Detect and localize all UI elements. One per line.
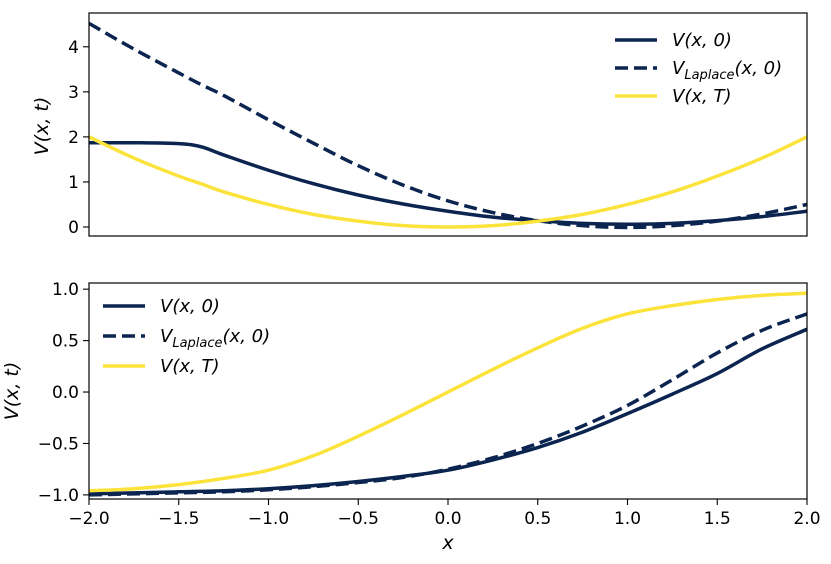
legend-args: (x, T) (172, 356, 219, 377)
y-tick-label: 2 (68, 128, 79, 148)
y-tick-label: 0.0 (52, 383, 79, 403)
series-line-initial (89, 140, 807, 227)
x-tick-label: 2.0 (793, 509, 820, 529)
legend: V(x, 0)VLaplace(x, 0)V(x, T) (615, 30, 782, 107)
x-tick-label: 1.5 (704, 509, 731, 529)
y-axis-label: V(x, t) (1, 362, 23, 421)
series-line-laplace (89, 312, 807, 497)
legend-symbol: V (672, 58, 686, 79)
series-group (89, 291, 807, 497)
legend-args: (x, 0) (684, 30, 732, 51)
y-tick-label: 1.0 (52, 280, 79, 300)
legend-args: (x, 0) (735, 58, 783, 79)
legend-subscript: Laplace (684, 68, 734, 83)
y-tick-label: −0.5 (38, 434, 79, 454)
x-tick-label: 0.0 (434, 509, 461, 529)
y-tick-label: 0 (68, 218, 79, 238)
x-tick-label: 0.5 (524, 509, 551, 529)
x-tick-label: −1.5 (158, 509, 199, 529)
legend-label: V(x, T) (672, 86, 731, 107)
legend-symbol: V (160, 326, 174, 347)
legend-label: VLaplace(x, 0) (672, 58, 782, 83)
plot-frame (88, 12, 808, 237)
x-tick-label: 1.0 (614, 509, 641, 529)
legend: V(x, 0)VLaplace(x, 0)V(x, T) (103, 296, 270, 377)
legend-args: (x, 0) (172, 296, 220, 317)
legend-args: (x, 0) (223, 326, 271, 347)
legend-args: (x, T) (684, 86, 731, 107)
y-axis-label: V(x, t) (31, 97, 53, 156)
x-tick-label: −1.0 (248, 509, 289, 529)
x-tick-label: −0.5 (338, 509, 379, 529)
y-tick-label: 3 (68, 83, 79, 103)
y-tick-label: 1 (68, 173, 79, 193)
series-line-final (89, 291, 807, 493)
series-line-final (89, 135, 807, 229)
legend-label: V(x, T) (160, 356, 219, 377)
series-line-initial (89, 327, 807, 496)
series-line-laplace (89, 21, 807, 230)
legend-label: VLaplace(x, 0) (160, 326, 270, 351)
x-axis-label: x (441, 532, 454, 554)
legend-symbol: V (672, 86, 686, 107)
legend-subscript: Laplace (172, 336, 222, 351)
y-tick-label: 0.5 (52, 332, 79, 352)
legend-symbol: V (160, 296, 174, 317)
legend-symbol: V (672, 30, 686, 51)
legend-symbol: V (160, 356, 174, 377)
chart-panel-bottom: −1.0 −0.5 0.0 0.5 1.0 −2.0 −1.5 −1.0 −0.5 0.0 0.5 1… (1, 280, 821, 554)
legend-label: V(x, 0) (160, 296, 220, 317)
x-tick-label: −2.0 (68, 509, 109, 529)
series-group (89, 21, 807, 230)
y-tick-label: 4 (68, 38, 79, 58)
y-tick-label: −1.0 (38, 486, 79, 506)
legend-label: V(x, 0) (672, 30, 732, 51)
